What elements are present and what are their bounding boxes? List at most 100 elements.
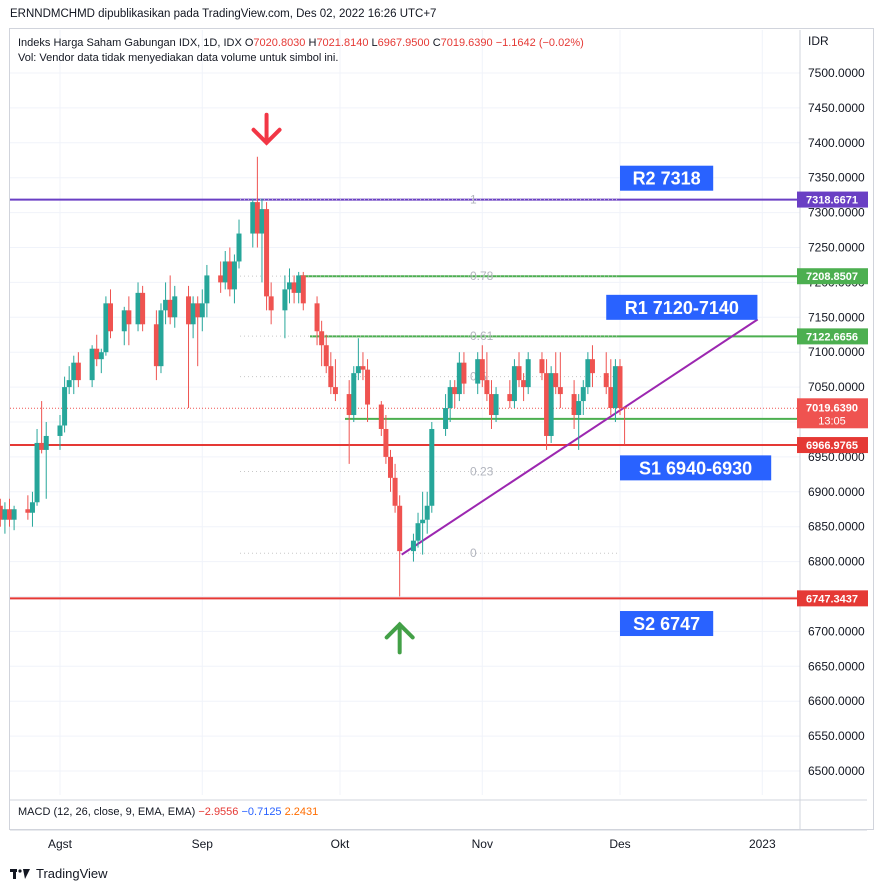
- candle-body: [544, 373, 550, 436]
- level-badge: [797, 590, 868, 607]
- macd-label: MACD (12, 26, close, 9, EMA, EMA): [18, 806, 196, 818]
- low-value: 6967.9500: [377, 37, 430, 49]
- candle-body: [89, 348, 95, 381]
- candle-body: [254, 202, 260, 234]
- y-tick-label: 6500.0000: [808, 764, 865, 778]
- candle-body: [57, 425, 63, 436]
- annotation-box: [606, 294, 758, 320]
- candle-body: [66, 380, 72, 388]
- candle-body: [296, 275, 302, 293]
- candle-body: [323, 345, 329, 367]
- candle-body: [507, 394, 513, 402]
- candle-body: [447, 387, 453, 409]
- candle-body: [11, 509, 17, 520]
- candle-body: [557, 387, 563, 395]
- candle-body: [617, 366, 623, 409]
- macd-legend: MACD (12, 26, close, 9, EMA, EMA) −2.955…: [18, 806, 318, 818]
- candle-body: [456, 362, 462, 395]
- candle-body: [521, 380, 527, 388]
- candle-body: [516, 366, 522, 381]
- candle-body: [603, 373, 609, 388]
- y-tick-label: 7250.0000: [808, 241, 865, 255]
- y-tick-label: 7450.0000: [808, 101, 865, 115]
- candle-body: [365, 369, 371, 405]
- fib-label: 0.23: [470, 465, 494, 479]
- candle-body: [452, 387, 458, 395]
- candle-body: [268, 296, 274, 311]
- candle-body: [378, 404, 384, 429]
- level-badge-label: 6747.3437: [806, 593, 858, 605]
- candle-body: [553, 373, 559, 388]
- symbol-label: Indeks Harga Saham Gabungan IDX, 1D, IDX: [18, 37, 242, 49]
- y-tick-label: 6550.0000: [808, 729, 865, 743]
- candle-body: [319, 331, 325, 346]
- candle-body: [264, 209, 270, 297]
- candle-body: [397, 505, 403, 552]
- y-tick-label: 6650.0000: [808, 659, 865, 673]
- candle-body: [186, 296, 192, 325]
- candle-body: [479, 359, 485, 381]
- candle-body: [236, 233, 242, 262]
- annotation-box: [620, 165, 714, 191]
- annotation-label: S1 6940-6930: [639, 458, 752, 478]
- candle-body: [424, 505, 430, 520]
- candle-body: [103, 303, 109, 353]
- candle-body: [153, 324, 159, 367]
- annotation-label: S2 6747: [633, 614, 700, 634]
- y-tick-label: 6900.0000: [808, 485, 865, 499]
- candle-body: [199, 303, 205, 318]
- candle-body: [571, 394, 577, 416]
- open-value: 7020.8030: [253, 37, 306, 49]
- y-tick-label: 7050.0000: [808, 380, 865, 394]
- annotation-label: R1 7120-7140: [625, 298, 739, 318]
- candle-body: [29, 502, 35, 513]
- level-badge: [797, 191, 868, 208]
- y-tick-label: 6800.0000: [808, 555, 865, 569]
- arrow-up-icon: [384, 621, 415, 655]
- candle-body: [355, 366, 361, 374]
- candle-body: [204, 275, 210, 304]
- trend-line: [401, 318, 759, 556]
- level-badge: [797, 328, 868, 345]
- candle-body: [94, 348, 100, 360]
- candle-body: [622, 407, 628, 409]
- x-tick-label: Okt: [331, 837, 350, 851]
- y-tick-label: 7350.0000: [808, 171, 865, 185]
- candle-body: [332, 387, 338, 395]
- fib-label: 1: [470, 193, 477, 207]
- tradingview-logo-icon: [10, 868, 30, 879]
- macd-value-1: −2.9556: [198, 806, 239, 818]
- candle-body: [429, 428, 435, 506]
- y-tick-label: 6950.0000: [808, 450, 865, 464]
- volume-note: Vol: Vendor data tidak menyediakan data …: [18, 52, 339, 64]
- level-badge: [797, 268, 868, 285]
- candle-body: [190, 303, 196, 325]
- x-tick-label: Agst: [48, 837, 73, 851]
- level-badge: [797, 437, 868, 454]
- y-tick-label: 7150.0000: [808, 310, 865, 324]
- x-tick-label: 2023: [749, 837, 776, 851]
- open-label: O: [244, 37, 254, 49]
- x-tick-label: Des: [609, 837, 630, 851]
- candle-body: [227, 261, 233, 290]
- candle-body: [250, 202, 256, 234]
- candle-body: [126, 310, 132, 325]
- annotation-label: R2 7318: [633, 169, 701, 189]
- candle-body: [231, 261, 237, 290]
- candle-body: [410, 540, 416, 552]
- x-tick-label: Nov: [472, 837, 493, 851]
- y-tick-label: 7400.0000: [808, 136, 865, 150]
- candle-body: [25, 509, 31, 513]
- candle-body: [443, 408, 449, 429]
- high-label: H: [308, 37, 317, 49]
- candle-body: [34, 442, 40, 503]
- last-price-badge: [797, 398, 868, 429]
- candle-body: [218, 275, 224, 283]
- level-badge-label: 7318.6671: [806, 195, 858, 207]
- candle-body: [314, 303, 320, 332]
- y-tick-label: 7100.0000: [808, 345, 865, 359]
- publisher-line: ERNNDMCHMD dipublikasikan pada TradingVi…: [10, 8, 437, 20]
- candle-body: [167, 299, 173, 318]
- candle-body: [475, 359, 481, 384]
